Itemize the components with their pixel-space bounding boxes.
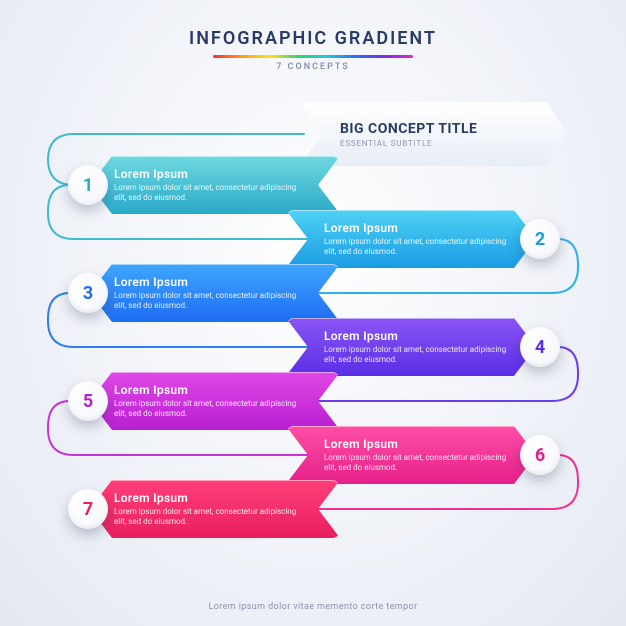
concept-card-4: Lorem Ipsum Lorem ipsum dolor sit amet, c… bbox=[286, 318, 536, 376]
concept-title: Lorem Ipsum bbox=[324, 221, 512, 235]
concept-card-2: Lorem Ipsum Lorem ipsum dolor sit amet, c… bbox=[286, 210, 536, 268]
hero-card: BIG CONCEPT TITLE ESSENTIAL SUBTITLE bbox=[300, 102, 568, 166]
concept-card-5: Lorem Ipsum Lorem ipsum dolor sit amet, c… bbox=[90, 372, 340, 430]
concept-title: Lorem Ipsum bbox=[114, 275, 308, 289]
concept-title: Lorem Ipsum bbox=[114, 383, 308, 397]
infographic-stage: BIG CONCEPT TITLE ESSENTIAL SUBTITLE Lor… bbox=[0, 90, 626, 600]
concept-title: Lorem Ipsum bbox=[324, 437, 512, 451]
page-subtitle: 7 CONCEPTS bbox=[0, 62, 626, 72]
concept-title: Lorem Ipsum bbox=[114, 167, 308, 181]
concept-card-7: Lorem Ipsum Lorem ipsum dolor sit amet, c… bbox=[90, 480, 340, 538]
concept-badge-3: 3 bbox=[68, 273, 108, 313]
concept-body: Lorem ipsum dolor sit amet, consectetur … bbox=[324, 345, 512, 365]
concept-badge-2: 2 bbox=[520, 219, 560, 259]
concept-body: Lorem ipsum dolor sit amet, consectetur … bbox=[114, 507, 308, 527]
title-underline bbox=[213, 55, 413, 58]
concept-badge-6: 6 bbox=[520, 435, 560, 475]
concept-badge-7: 7 bbox=[68, 489, 108, 529]
concept-title: Lorem Ipsum bbox=[324, 329, 512, 343]
hero-title: BIG CONCEPT TITLE bbox=[340, 121, 544, 137]
concept-body: Lorem ipsum dolor sit amet, consectetur … bbox=[324, 453, 512, 473]
header: INFOGRAPHIC GRADIENT 7 CONCEPTS bbox=[0, 0, 626, 72]
concept-card-3: Lorem Ipsum Lorem ipsum dolor sit amet, c… bbox=[90, 264, 340, 322]
page-title: INFOGRAPHIC GRADIENT bbox=[0, 28, 626, 49]
concept-card-6: Lorem Ipsum Lorem ipsum dolor sit amet, c… bbox=[286, 426, 536, 484]
concept-body: Lorem ipsum dolor sit amet, consectetur … bbox=[114, 291, 308, 311]
hero-subtitle: ESSENTIAL SUBTITLE bbox=[340, 139, 544, 148]
concept-body: Lorem ipsum dolor sit amet, consectetur … bbox=[114, 399, 308, 419]
concept-card-1: Lorem Ipsum Lorem ipsum dolor sit amet, c… bbox=[90, 156, 340, 214]
concept-title: Lorem Ipsum bbox=[114, 491, 308, 505]
concept-badge-5: 5 bbox=[68, 381, 108, 421]
concept-body: Lorem ipsum dolor sit amet, consectetur … bbox=[114, 183, 308, 203]
concept-badge-1: 1 bbox=[68, 165, 108, 205]
footer-text: Lorem ipsum dolor vitae memento corte te… bbox=[0, 602, 626, 612]
concept-body: Lorem ipsum dolor sit amet, consectetur … bbox=[324, 237, 512, 257]
concept-badge-4: 4 bbox=[520, 327, 560, 367]
